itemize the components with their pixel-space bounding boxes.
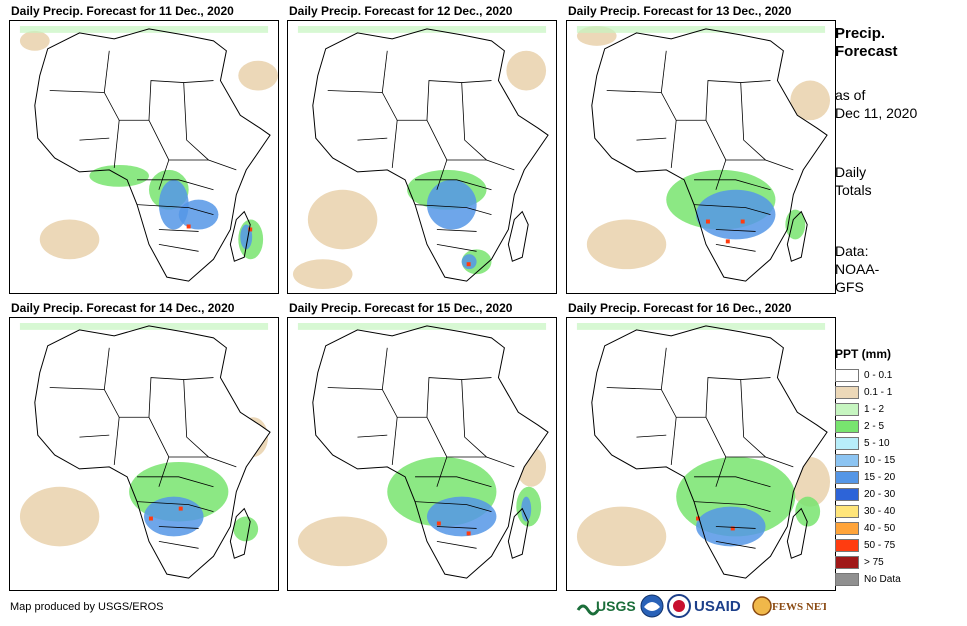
fews-net-logo: FEWS NET [752,594,829,618]
totals-line2: Totals [835,182,872,198]
source-line2: NOAA- [835,261,880,277]
legend-swatch [835,573,859,586]
usaid-seal-icon [667,594,691,618]
legend-swatch [835,539,859,552]
source-line3: GFS [835,279,864,295]
svg-text:USAID: USAID [694,598,741,615]
as-of-value: Dec 11, 2020 [835,105,918,121]
legend-swatch [835,454,859,467]
forecast-panel-11-dec: Daily Precip. Forecast for 11 Dec., 2020 [9,3,279,294]
forecast-panel-16-dec: Daily Precip. Forecast for 16 Dec., 2020 [566,300,836,591]
side-title: Precip. Forecast [835,25,898,61]
legend-label: 30 - 40 [864,506,896,517]
legend-swatch [835,420,859,433]
legend-label: > 75 [864,557,884,568]
legend-swatch [835,403,859,416]
precip-map [9,20,279,294]
legend-swatch [835,369,859,382]
legend-swatch [835,471,859,484]
panel-title: Daily Precip. Forecast for 11 Dec., 2020 [11,4,234,18]
as-of-label: as of [835,87,866,103]
africa-map-graphic [19,322,271,579]
source-line1: Data: [835,243,869,259]
forecast-panel-13-dec: Daily Precip. Forecast for 13 Dec., 2020 [566,3,836,294]
legend-label: 15 - 20 [864,472,896,483]
precip-map [566,20,836,294]
side-title-line2: Forecast [835,43,898,60]
legend-label: 0 - 0.1 [864,370,893,381]
legend-label: 20 - 30 [864,489,896,500]
noaa-logo [640,594,664,618]
agency-logos: USGS USAID FEWS NET [576,594,829,620]
legend-swatch [835,437,859,450]
panel-title: Daily Precip. Forecast for 16 Dec., 2020 [568,301,792,315]
legend-swatch [835,488,859,501]
legend-label: No Data [864,574,901,585]
precip-map [566,317,836,591]
totals-label: Daily Totals [835,163,872,199]
totals-line1: Daily [835,164,867,180]
legend-label: 1 - 2 [864,404,885,415]
legend-swatch [835,556,859,569]
precip-map [9,317,279,591]
side-title-line1: Precip. [835,25,886,42]
panel-title: Daily Precip. Forecast for 15 Dec., 2020 [289,301,513,315]
legend-label: 40 - 50 [864,523,896,534]
africa-map-graphic [292,25,549,290]
svg-text:USGS: USGS [596,598,636,614]
legend-label: 50 - 75 [864,540,896,551]
precip-map [287,20,557,294]
legend-label: 0.1 - 1 [864,387,893,398]
africa-map-graphic [19,25,278,282]
legend-swatch [835,505,859,518]
africa-map-graphic [297,322,549,579]
panel-title: Daily Precip. Forecast for 12 Dec., 2020 [289,4,513,18]
panel-title: Daily Precip. Forecast for 13 Dec., 2020 [568,4,792,18]
legend-swatch [835,386,859,399]
svg-text:FEWS NET: FEWS NET [772,601,826,613]
legend-swatch [835,522,859,535]
usaid-logo: USAID [693,594,753,618]
legend-title: PPT (mm) [835,347,892,361]
africa-map-graphic [576,322,831,579]
africa-map-graphic [576,25,831,282]
legend-label: 10 - 15 [864,455,896,466]
usgs-logo: USGS [576,594,636,618]
as-of-date: as of Dec 11, 2020 [835,86,917,122]
legend-label: 5 - 10 [864,438,890,449]
forecast-panel-15-dec: Daily Precip. Forecast for 15 Dec., 2020 [287,300,557,591]
forecast-panel-14-dec: Daily Precip. Forecast for 14 Dec., 2020 [9,300,279,591]
panel-title: Daily Precip. Forecast for 14 Dec., 2020 [11,301,235,315]
data-source: Data: NOAA- GFS [835,242,879,296]
legend-label: 2 - 5 [864,421,885,432]
precip-map [287,317,557,591]
forecast-panel-12-dec: Daily Precip. Forecast for 12 Dec., 2020 [287,3,557,294]
credit-text: Map produced by USGS/EROS [10,601,164,613]
